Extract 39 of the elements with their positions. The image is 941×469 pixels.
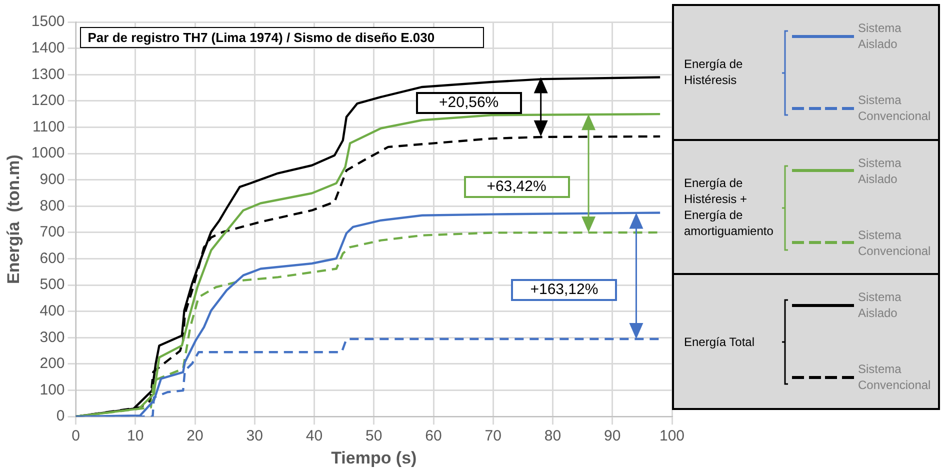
y-tick-label: 900 <box>40 170 65 188</box>
x-tick-label: 10 <box>127 428 144 445</box>
x-tick-label: 40 <box>306 428 323 445</box>
x-tick-label: 0 <box>72 428 80 445</box>
x-tick-label: 50 <box>366 428 382 445</box>
y-tick-label: 600 <box>40 250 65 267</box>
y-tick-label: 1100 <box>32 118 65 136</box>
x-tick-label: 100 <box>659 428 685 445</box>
y-tick-label: 1000 <box>31 144 65 162</box>
legend-label: Sistema Convencional <box>858 361 932 394</box>
y-tick-label: 100 <box>40 381 65 398</box>
x-tick-label: 30 <box>246 428 263 445</box>
text: Energía Total <box>684 334 756 350</box>
text: Par de registro TH7 (Lima 1974) / Sismo de diseño E.030 <box>88 30 435 45</box>
x-tick-label: 60 <box>425 428 442 445</box>
y-tick-label: 1500 <box>31 13 65 30</box>
x-tick-label: 90 <box>604 428 621 445</box>
legend-label: Sistema Aislado <box>858 289 902 322</box>
x-axis-title: Tiempo (s) <box>331 448 417 468</box>
legend-label: Sistema Convencional <box>858 226 932 259</box>
text: Energía de Histéresis <box>684 56 744 88</box>
legend-label: Sistema Aislado <box>858 20 902 52</box>
y-tick-label: 0 <box>56 408 65 425</box>
y-tick-label: 1200 <box>31 92 65 110</box>
y-tick-label: 700 <box>40 224 65 241</box>
legend-label: Sistema Convencional <box>858 92 932 124</box>
y-tick-label: 1400 <box>31 39 65 56</box>
y-tick-label: 200 <box>40 355 65 372</box>
y-tick-label: 300 <box>40 328 65 346</box>
y-axis-title: Energía (ton.m) <box>4 154 23 284</box>
x-tick-label: 80 <box>544 428 562 445</box>
x-tick-label: 20 <box>186 428 204 445</box>
text: Energía de Histéresis + Energía de amortiguamiento <box>684 175 774 239</box>
y-tick-label: 500 <box>40 276 65 294</box>
y-tick-label: 800 <box>40 197 65 214</box>
y-tick-label: 400 <box>40 302 65 320</box>
y-tick-label: 1300 <box>31 66 65 83</box>
x-tick-label: 70 <box>484 428 502 445</box>
legend-label: Sistema Aislado <box>858 154 902 187</box>
